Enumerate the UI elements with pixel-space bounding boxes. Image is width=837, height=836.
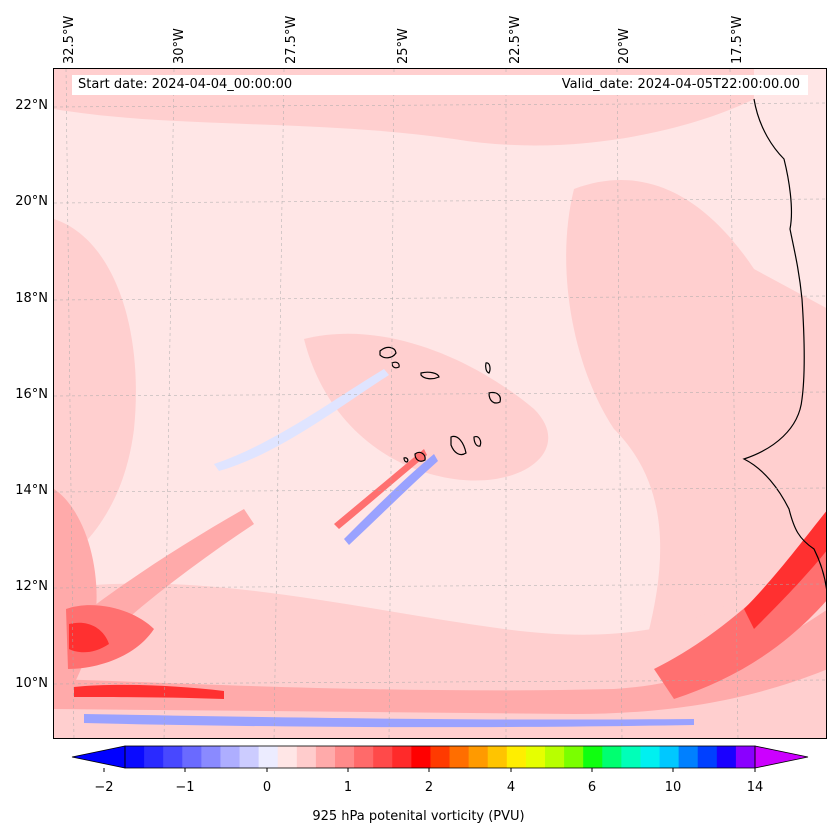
island-brava — [403, 457, 409, 463]
colorbar-swatch — [144, 746, 164, 768]
pv-field-map — [54, 69, 826, 738]
lon-label: 32.5°W — [62, 15, 77, 64]
lon-label: 20°W — [617, 28, 632, 64]
coastline-africa — [742, 98, 826, 590]
colorbar-swatch — [296, 746, 317, 768]
colorbar-swatch — [354, 746, 374, 768]
island-boa-vista — [488, 391, 501, 404]
colorbar-tick-label: 14 — [746, 780, 764, 795]
colorbar-swatch — [315, 746, 336, 768]
colorbar-tick-label: 4 — [506, 780, 516, 795]
colorbar-swatch — [182, 746, 202, 768]
colorbar-swatch — [678, 746, 699, 768]
island-sao-vicente — [391, 361, 400, 369]
pv-band-south — [54, 610, 826, 714]
pv-band-se — [654, 521, 826, 699]
colorbar-swatch — [163, 746, 183, 768]
island-maio — [473, 436, 482, 447]
island-sal — [485, 362, 491, 374]
info-banner: Start date: 2024-04-04_00:00:00 Valid_da… — [72, 75, 808, 95]
pv-strong-west — [66, 605, 154, 669]
colorbar-under-arrow — [71, 745, 126, 769]
pv-blue-streak-sw — [214, 369, 389, 471]
colorbar-swatch — [125, 746, 145, 768]
pv-strong-south — [74, 684, 224, 699]
island-santiago — [450, 435, 467, 456]
colorbar-label: 925 hPa potenital vorticity (PVU) — [312, 809, 525, 824]
valid-date-text: Valid_date: 2024-04-05T22:00:00.00 — [561, 77, 800, 92]
colorbar-outline — [124, 745, 756, 769]
pv-region-center — [304, 333, 549, 481]
pv-red-streak-island — [334, 449, 427, 529]
colorbar-swatch — [258, 746, 279, 768]
map-panel — [53, 68, 827, 739]
lat-label: 12°N — [15, 579, 48, 594]
colorbar-swatch — [411, 746, 431, 768]
colorbar-swatch — [640, 746, 661, 768]
island-santo-antao — [379, 346, 397, 359]
colorbar-tick-label: 2 — [424, 780, 434, 795]
colorbar-tick-label: 10 — [664, 780, 682, 795]
pv-blue-streak-island — [344, 454, 438, 545]
colorbar-tick-label: −1 — [175, 780, 195, 795]
lon-label: 25°W — [396, 28, 411, 64]
pv-intense-west — [69, 622, 109, 653]
colorbar-swatch — [716, 746, 737, 768]
lon-label: 30°W — [172, 28, 187, 64]
gridlines — [54, 69, 826, 738]
colorbar-swatch — [735, 746, 756, 768]
colorbar-swatch — [430, 746, 451, 768]
colorbar-swatch — [220, 746, 241, 768]
colorbar-swatch — [468, 746, 489, 768]
colorbar-swatch — [506, 746, 527, 768]
island-sao-nicolau — [420, 371, 440, 380]
colorbar-swatch — [583, 746, 603, 768]
colorbar-swatch — [564, 746, 584, 768]
lat-label: 10°N — [15, 676, 48, 691]
pv-intense-se — [744, 511, 826, 629]
colorbar-swatch — [697, 746, 718, 768]
lon-label: 17.5°W — [730, 15, 745, 64]
colorbar-swatch — [201, 746, 221, 768]
colorbar-over-arrow — [754, 745, 809, 769]
lat-label: 14°N — [15, 483, 48, 498]
lat-label: 22°N — [15, 98, 48, 113]
lon-label: 27.5°W — [284, 15, 299, 64]
colorbar-swatch — [392, 746, 412, 768]
lat-label: 20°N — [15, 194, 48, 209]
colorbar-swatch — [449, 746, 470, 768]
lat-label: 18°N — [15, 291, 48, 306]
colorbar-swatch — [239, 746, 260, 768]
colorbar-swatch — [277, 746, 298, 768]
colorbar-swatch — [659, 746, 680, 768]
colorbar-tick-label: 0 — [262, 780, 272, 795]
start-date-text: Start date: 2024-04-04_00:00:00 — [78, 77, 293, 92]
lat-label: 16°N — [15, 387, 48, 402]
colorbar-swatch — [545, 746, 565, 768]
colorbar-tick-label: 1 — [343, 780, 353, 795]
colorbar-swatch — [487, 746, 508, 768]
colorbar-swatch — [602, 746, 622, 768]
colorbar-swatch — [621, 746, 641, 768]
pv-blue-south-streak — [84, 714, 694, 728]
colorbar-swatch — [525, 746, 546, 768]
colorbar-swatch — [373, 746, 393, 768]
island-fogo — [414, 451, 426, 462]
colorbar-tick-label: 6 — [587, 780, 597, 795]
lon-label: 22.5°W — [508, 15, 523, 64]
colorbar-tick-label: −2 — [94, 780, 114, 795]
colorbar-swatch — [335, 746, 355, 768]
pv-region-west — [54, 219, 136, 569]
